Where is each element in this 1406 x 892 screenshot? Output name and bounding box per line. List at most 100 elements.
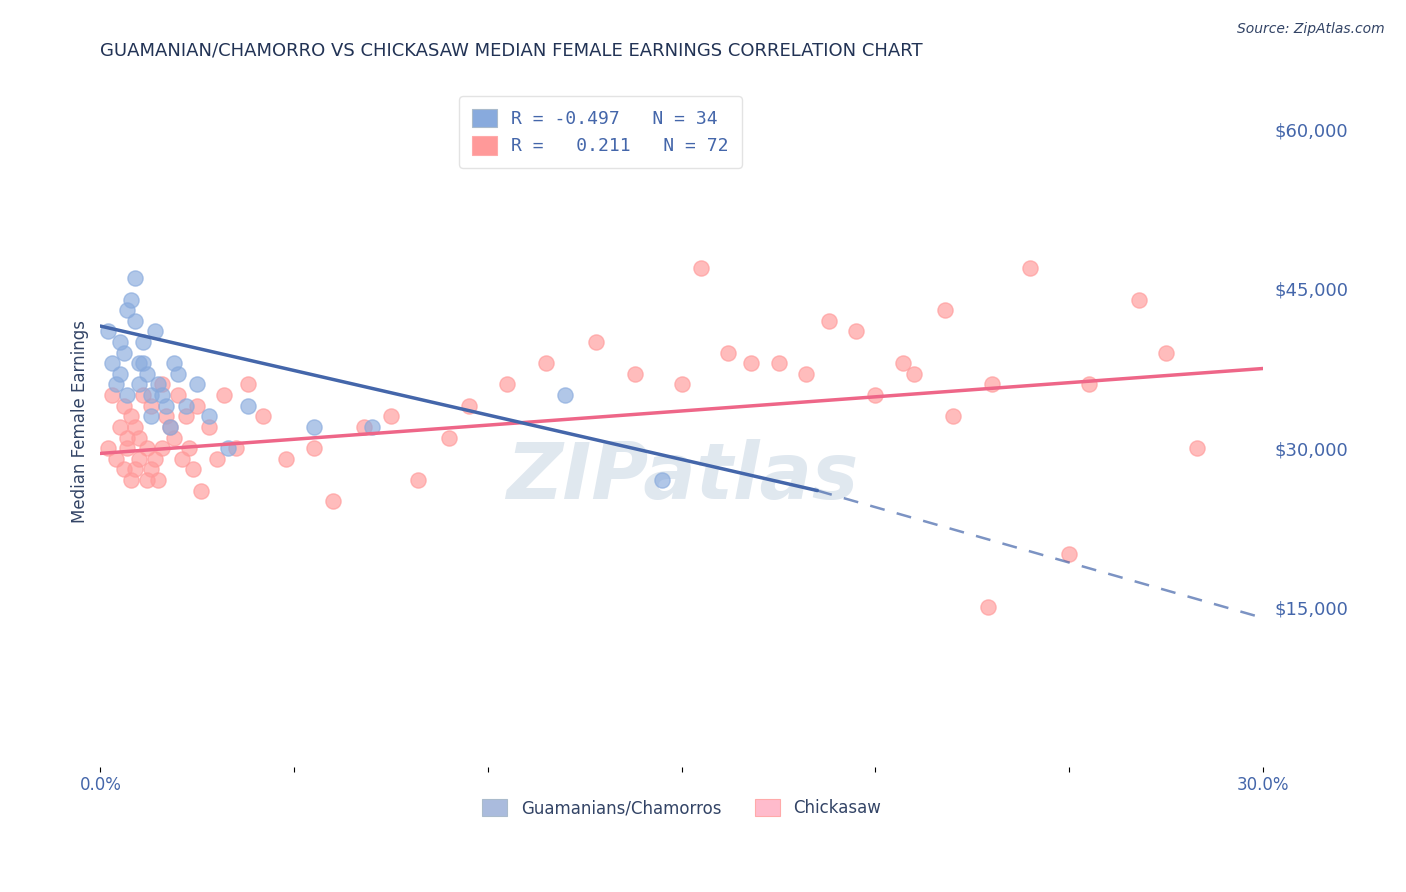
Point	[155, 399, 177, 413]
Point	[163, 430, 186, 444]
Point	[891, 356, 914, 370]
Point	[903, 367, 925, 381]
Point	[740, 356, 762, 370]
Point	[108, 420, 131, 434]
Point	[112, 462, 135, 476]
Point	[120, 293, 142, 307]
Point	[554, 388, 576, 402]
Point	[101, 388, 124, 402]
Point	[101, 356, 124, 370]
Point	[159, 420, 181, 434]
Point	[124, 271, 146, 285]
Point	[132, 334, 155, 349]
Point	[163, 356, 186, 370]
Point	[117, 303, 139, 318]
Point	[128, 451, 150, 466]
Point	[671, 377, 693, 392]
Point	[214, 388, 236, 402]
Point	[139, 409, 162, 424]
Point	[198, 409, 221, 424]
Point	[406, 473, 429, 487]
Point	[112, 399, 135, 413]
Point	[360, 420, 382, 434]
Point	[353, 420, 375, 434]
Point	[236, 377, 259, 392]
Point	[174, 409, 197, 424]
Point	[818, 314, 841, 328]
Point	[690, 260, 713, 275]
Point	[108, 367, 131, 381]
Point	[1185, 441, 1208, 455]
Point	[132, 356, 155, 370]
Point	[167, 388, 190, 402]
Point	[934, 303, 956, 318]
Point	[198, 420, 221, 434]
Point	[186, 399, 208, 413]
Point	[1128, 293, 1150, 307]
Point	[143, 324, 166, 338]
Point	[380, 409, 402, 424]
Point	[112, 345, 135, 359]
Point	[150, 388, 173, 402]
Point	[128, 356, 150, 370]
Point	[794, 367, 817, 381]
Point	[159, 420, 181, 434]
Point	[124, 314, 146, 328]
Point	[120, 409, 142, 424]
Point	[977, 600, 1000, 615]
Point	[135, 473, 157, 487]
Point	[624, 367, 647, 381]
Point	[496, 377, 519, 392]
Point	[135, 441, 157, 455]
Point	[534, 356, 557, 370]
Point	[942, 409, 965, 424]
Point	[252, 409, 274, 424]
Point	[768, 356, 790, 370]
Point	[1154, 345, 1177, 359]
Point	[135, 367, 157, 381]
Point	[117, 441, 139, 455]
Point	[1019, 260, 1042, 275]
Point	[276, 451, 298, 466]
Text: ZIPatlas: ZIPatlas	[506, 439, 858, 515]
Point	[585, 334, 607, 349]
Point	[148, 473, 170, 487]
Point	[190, 483, 212, 498]
Point	[128, 430, 150, 444]
Point	[302, 420, 325, 434]
Point	[1057, 547, 1080, 561]
Point	[155, 409, 177, 424]
Point	[236, 399, 259, 413]
Point	[186, 377, 208, 392]
Point	[179, 441, 201, 455]
Point	[170, 451, 193, 466]
Point	[217, 441, 239, 455]
Point	[128, 377, 150, 392]
Point	[97, 324, 120, 338]
Point	[865, 388, 887, 402]
Point	[225, 441, 247, 455]
Point	[150, 377, 173, 392]
Point	[437, 430, 460, 444]
Point	[117, 430, 139, 444]
Point	[1077, 377, 1099, 392]
Point	[120, 473, 142, 487]
Point	[139, 388, 162, 402]
Point	[143, 451, 166, 466]
Point	[132, 388, 155, 402]
Point	[651, 473, 673, 487]
Point	[167, 367, 190, 381]
Point	[139, 462, 162, 476]
Point	[139, 399, 162, 413]
Text: Source: ZipAtlas.com: Source: ZipAtlas.com	[1237, 22, 1385, 37]
Point	[183, 462, 205, 476]
Point	[104, 377, 127, 392]
Point	[97, 441, 120, 455]
Y-axis label: Median Female Earnings: Median Female Earnings	[72, 320, 89, 523]
Point	[457, 399, 479, 413]
Point	[205, 451, 228, 466]
Point	[150, 441, 173, 455]
Text: GUAMANIAN/CHAMORRO VS CHICKASAW MEDIAN FEMALE EARNINGS CORRELATION CHART: GUAMANIAN/CHAMORRO VS CHICKASAW MEDIAN F…	[100, 42, 922, 60]
Point	[104, 451, 127, 466]
Point	[980, 377, 1002, 392]
